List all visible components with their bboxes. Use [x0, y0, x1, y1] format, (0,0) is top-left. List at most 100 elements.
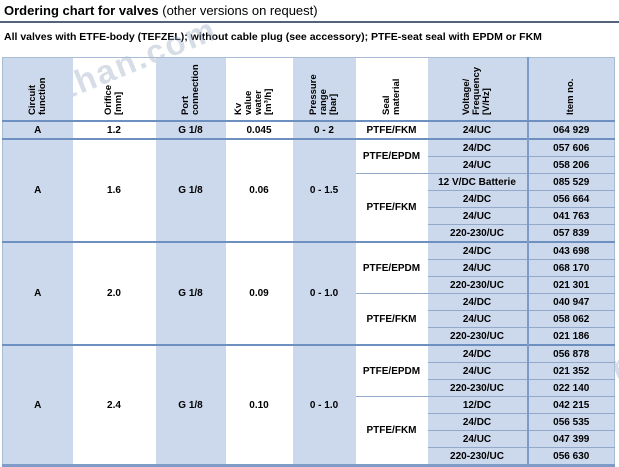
kv-cell: 0.10	[225, 344, 293, 466]
col-header-label: Circuit function	[26, 77, 48, 115]
item-cell: 057 606	[526, 138, 615, 157]
table-row: 220-230/UC 021 186	[3, 327, 615, 345]
table-body: A 1.2 G 1/8 0.045 0 - 2 PTFE/FKM 24/UC 064 929 A…	[2, 120, 615, 466]
item-cell: 064 929	[526, 120, 615, 139]
table-row: 24/DC 056 535	[3, 413, 615, 431]
kv-cell: 0.06	[225, 138, 293, 242]
col-header-label: Kv value water [m³/h]	[233, 88, 274, 115]
seal-cell: PTFE/FKM	[355, 173, 428, 242]
seal-cell: PTFE/EPDM	[355, 344, 428, 397]
table-row: PTFE/FKM 12/DC 042 215	[3, 396, 615, 466]
voltage-cell: 24/UC	[427, 310, 528, 328]
ordering-table: Circuit function Orifice [mm] Port conne…	[2, 57, 615, 467]
item-cell: 056 630	[526, 447, 615, 466]
item-cell: 042 215	[526, 396, 615, 414]
col-header-label: Pressure range [bar]	[308, 74, 339, 115]
voltage-cell: 24/UC	[427, 430, 528, 448]
seal-cell: PTFE/FKM	[355, 293, 428, 345]
item-cell: 047 399	[526, 430, 615, 448]
table-row: 220-230/UC 022 140	[3, 379, 615, 397]
voltage-cell: 220-230/UC	[427, 379, 528, 397]
voltage-cell: 220-230/UC	[427, 276, 528, 294]
port-cell: G 1/8	[155, 241, 226, 345]
seal-cell: PTFE/FKM	[355, 396, 428, 466]
voltage-cell: 24/DC	[427, 344, 528, 363]
pressure-cell: 0 - 1.5	[292, 138, 356, 242]
orifice-cell: 1.2	[72, 120, 156, 139]
item-cell: 056 878	[526, 344, 615, 363]
page-subtitle: All valves with ETFE-body (TEFZEL); with…	[4, 31, 542, 43]
circuit-cell: A	[2, 138, 73, 242]
table-row: 24/UC 068 170	[3, 259, 615, 277]
circuit-cell: A	[2, 344, 73, 466]
item-cell: 058 206	[526, 156, 615, 174]
voltage-cell: 12/DC	[427, 396, 528, 414]
item-cell: 057 839	[526, 224, 615, 242]
voltage-cell: 24/UC	[427, 362, 528, 380]
voltage-cell: 24/DC	[427, 413, 528, 431]
pressure-cell: 0 - 2	[292, 120, 356, 139]
table-row: A 2.0 G 1/8 0.09 0 - 1.0 PTFE/EPDM 24/DC 043 69…	[2, 241, 615, 345]
table-row: A 2.4 G 1/8 0.10 0 - 1.0 PTFE/EPDM 24/DC 056 87…	[2, 344, 615, 466]
col-header-label: Orifice [mm]	[103, 84, 124, 115]
item-cell: 043 698	[526, 241, 615, 260]
pressure-cell: 0 - 1.0	[292, 344, 356, 466]
table-row: 24/UC 058 062	[3, 310, 615, 328]
item-cell: 058 062	[526, 310, 615, 328]
table-row: 220-230/UC 057 839	[3, 224, 615, 242]
item-cell: 021 301	[526, 276, 615, 294]
page-title: Ordering chart for valves (other version…	[4, 3, 318, 18]
voltage-cell: 24/UC	[427, 156, 528, 174]
table-row: 24/DC 056 664	[3, 190, 615, 208]
col-header-kv-value: Kv value water [m³/h]	[225, 57, 293, 122]
voltage-cell: 24/DC	[427, 293, 528, 311]
table-row: 24/UC 058 206	[3, 156, 615, 174]
col-header-item-no: Item no.	[526, 57, 615, 122]
voltage-cell: 24/DC	[427, 138, 528, 157]
col-header-label: Item no.	[565, 78, 577, 115]
voltage-cell: 220-230/UC	[427, 327, 528, 345]
item-cell: 022 140	[526, 379, 615, 397]
item-cell: 021 352	[526, 362, 615, 380]
voltage-cell: 24/DC	[427, 241, 528, 260]
pressure-cell: 0 - 1.0	[292, 241, 356, 345]
page-title-suffix: (other versions on request)	[162, 3, 318, 18]
table-header: Circuit function Orifice [mm] Port conne…	[2, 57, 615, 122]
table-row: 24/UC 021 352	[3, 362, 615, 380]
col-header-orifice: Orifice [mm]	[72, 57, 156, 122]
col-header-port-connection: Port connection	[155, 57, 226, 122]
orifice-cell: 1.6	[72, 138, 156, 242]
circuit-cell: A	[2, 120, 73, 139]
col-header-label: Seal material	[380, 78, 402, 115]
col-header-label: Port connection	[179, 64, 201, 115]
voltage-cell: 24/UC	[427, 259, 528, 277]
item-cell: 085 529	[526, 173, 615, 191]
voltage-cell: 220-230/UC	[427, 224, 528, 242]
col-header-voltage-frequency: Voltage/ Frequency [V/Hz]	[427, 57, 528, 122]
table-row: 24/UC 041 763	[3, 207, 615, 225]
port-cell: G 1/8	[155, 344, 226, 466]
col-header-circuit-function: Circuit function	[2, 57, 73, 122]
port-cell: G 1/8	[155, 138, 226, 242]
table-row: PTFE/FKM 24/DC 040 947	[3, 293, 615, 345]
seal-cell: PTFE/EPDM	[355, 138, 428, 174]
circuit-cell: A	[2, 241, 73, 345]
col-header-label: Voltage/ Frequency [V/Hz]	[461, 66, 492, 115]
voltage-cell: 24/DC	[427, 190, 528, 208]
voltage-cell: 220-230/UC	[427, 447, 528, 466]
voltage-cell: 24/UC	[427, 120, 528, 139]
table-row: A 1.2 G 1/8 0.045 0 - 2 PTFE/FKM 24/UC 064 929	[2, 120, 615, 139]
item-cell: 040 947	[526, 293, 615, 311]
header-row: Circuit function Orifice [mm] Port conne…	[2, 57, 615, 122]
item-cell: 056 535	[526, 413, 615, 431]
orifice-cell: 2.0	[72, 241, 156, 345]
kv-cell: 0.09	[225, 241, 293, 345]
seal-cell: PTFE/FKM	[355, 120, 428, 139]
table-row: A 1.6 G 1/8 0.06 0 - 1.5 PTFE/EPDM 24/DC 057 60…	[2, 138, 615, 242]
voltage-cell: 12 V/DC Batterie	[427, 173, 528, 191]
title-divider	[0, 21, 619, 23]
item-cell: 041 763	[526, 207, 615, 225]
seal-cell: PTFE/EPDM	[355, 241, 428, 294]
port-cell: G 1/8	[155, 120, 226, 139]
